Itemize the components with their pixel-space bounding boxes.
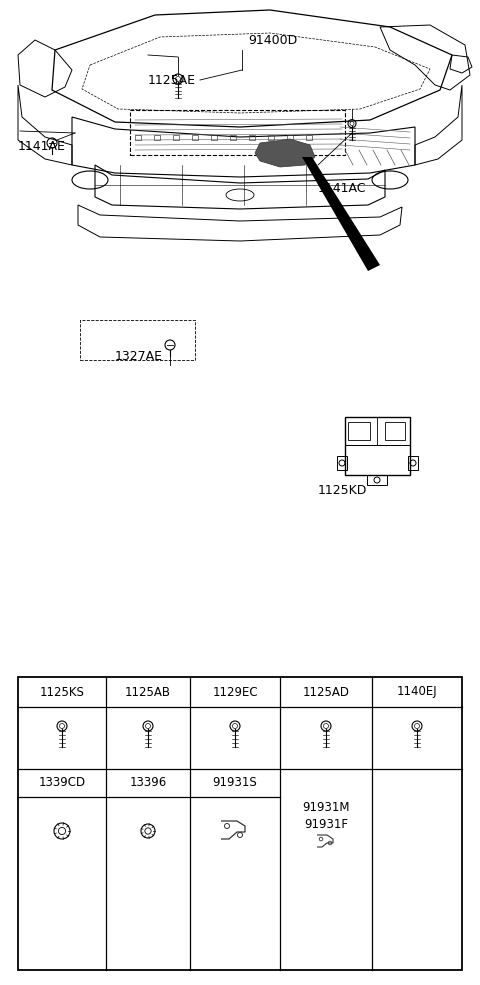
Text: 1141AE: 1141AE xyxy=(18,140,66,153)
Text: 1339CD: 1339CD xyxy=(38,776,85,790)
Text: 1327AE: 1327AE xyxy=(115,350,163,363)
Polygon shape xyxy=(302,157,380,271)
Bar xyxy=(408,456,418,470)
Text: 1141AC: 1141AC xyxy=(318,182,367,195)
Bar xyxy=(192,135,198,140)
Bar xyxy=(135,135,141,140)
Bar xyxy=(230,135,236,140)
Text: 1129EC: 1129EC xyxy=(212,686,258,698)
Text: 1140EJ: 1140EJ xyxy=(396,686,437,698)
Bar xyxy=(80,320,195,360)
Bar xyxy=(287,135,293,140)
Bar xyxy=(385,422,405,440)
Text: 1125KD: 1125KD xyxy=(318,484,367,497)
Bar xyxy=(345,417,410,445)
Bar xyxy=(337,456,347,470)
Bar xyxy=(154,135,160,140)
Bar xyxy=(268,135,274,140)
Bar xyxy=(211,135,217,140)
Text: 91931S: 91931S xyxy=(213,776,257,790)
Text: 91400D: 91400D xyxy=(248,34,297,47)
Text: 91931M
91931F: 91931M 91931F xyxy=(302,801,350,830)
Polygon shape xyxy=(255,139,315,167)
Bar xyxy=(348,422,370,440)
Bar xyxy=(306,135,312,140)
Text: 1125KS: 1125KS xyxy=(39,686,84,698)
Text: 1125AE: 1125AE xyxy=(148,74,196,87)
Text: 13396: 13396 xyxy=(130,776,167,790)
Bar xyxy=(18,677,462,970)
Bar xyxy=(173,135,179,140)
Text: 1125AD: 1125AD xyxy=(302,686,349,698)
Bar xyxy=(367,475,387,485)
Bar xyxy=(345,417,410,475)
Bar xyxy=(130,110,345,155)
Bar xyxy=(249,135,255,140)
Text: 1125AB: 1125AB xyxy=(125,686,171,698)
